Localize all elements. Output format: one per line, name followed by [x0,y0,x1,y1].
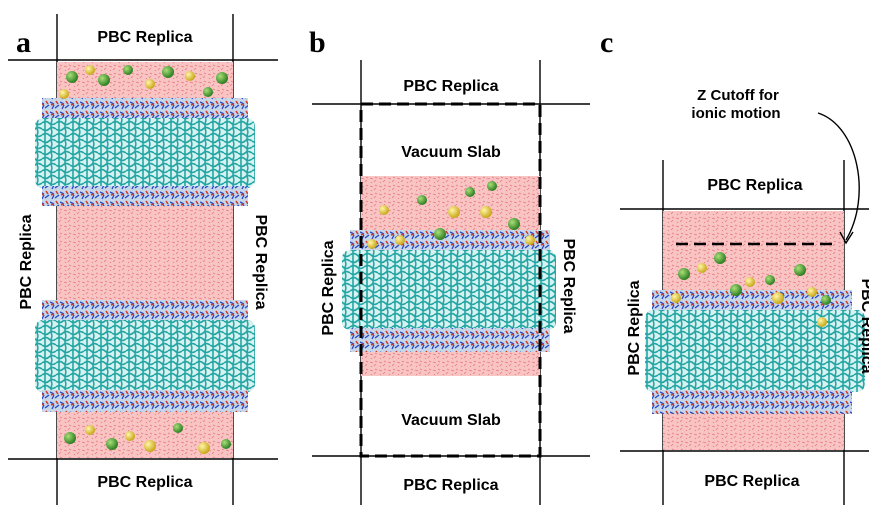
simulation-box-c [645,211,865,450]
headgroup-layer [42,186,248,206]
vacuum-slab-bottom: Vacuum Slab [401,412,501,429]
ions [367,181,535,249]
top-label: PBC Replica [97,29,192,46]
headgroup-layer [652,390,852,414]
headgroup-layer [42,98,248,120]
bottom-label: PBC Replica [403,477,498,494]
lipid-tails [35,118,255,188]
headgroup-layer [350,230,550,252]
panel-a: a PBC Replic [8,14,278,505]
right-label: PBC Replica [252,214,269,309]
lipid-tails [342,250,556,330]
panel-letter-b: b [309,26,326,59]
panel-c: c Z Cutoff for ionic motion PBC Replica … [600,26,869,505]
bottom-label: PBC Replica [97,474,192,491]
vacuum-slab-top: Vacuum Slab [401,144,501,161]
headgroup-layer [350,328,550,352]
right-label: PBC Replica [858,278,869,373]
headgroup-layer [42,390,248,412]
top-label: PBC Replica [707,177,802,194]
headgroup-layer [652,290,852,312]
panel-letter-a: a [16,26,31,59]
cutoff-arrow [817,112,860,241]
ions [671,252,831,327]
cutoff-arrowhead [839,231,854,245]
left-label: PBC Replica [18,214,35,309]
dashed-unit-cell [359,102,542,458]
simulation-box-b [342,176,556,376]
cutoff-label-line2: ionic motion [691,105,780,122]
bottom-label: PBC Replica [704,473,799,490]
simulation-box-a [35,62,255,458]
panel-b: b PBC Replica PBC Replica Vacuum Slab Va… [309,26,590,505]
right-label: PBC Replica [560,238,577,333]
panel-letter-c: c [600,26,613,59]
top-label: PBC Replica [403,78,498,95]
lipid-tails [645,310,865,392]
lipid-tails [35,320,255,392]
headgroup-layer [42,300,248,322]
cutoff-label-line1: Z Cutoff for [697,87,779,104]
left-label: PBC Replica [626,280,643,375]
ions [59,65,231,454]
left-label: PBC Replica [320,240,337,335]
